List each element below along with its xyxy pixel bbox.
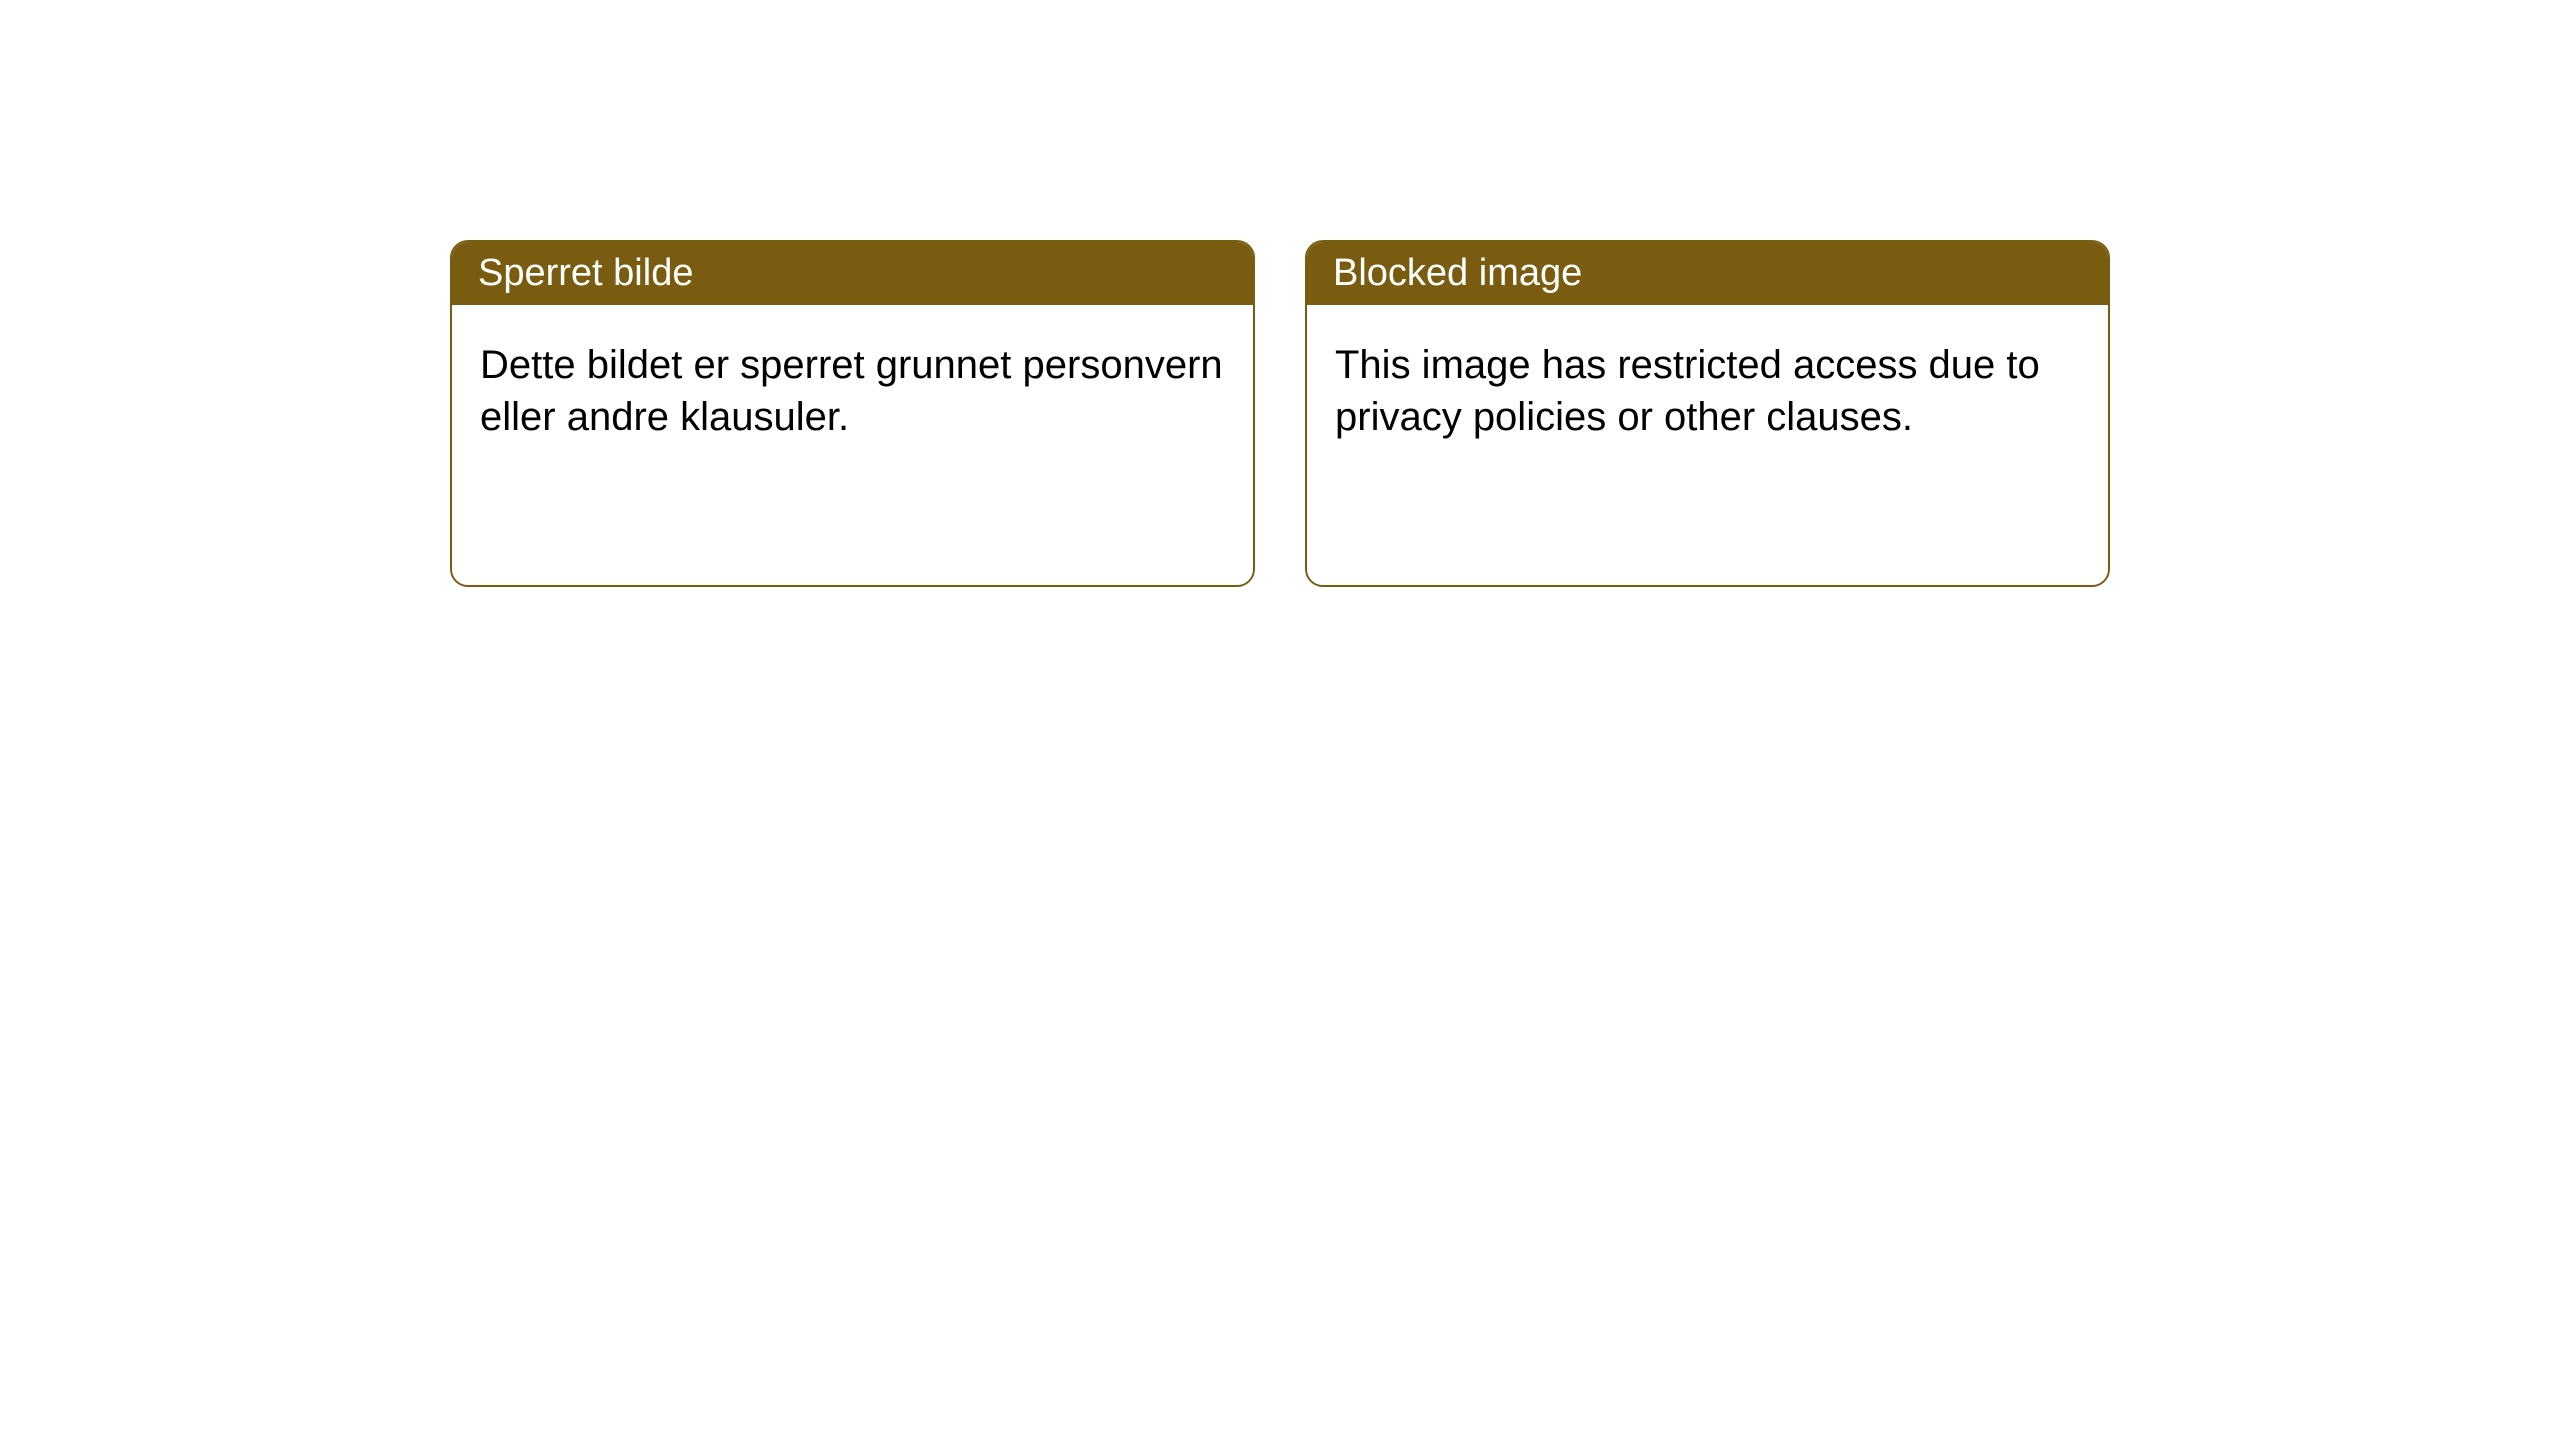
notice-card-english: Blocked image This image has restricted … (1305, 240, 2110, 587)
notice-card-norwegian: Sperret bilde Dette bildet er sperret gr… (450, 240, 1255, 587)
notice-card-title: Blocked image (1307, 242, 2108, 305)
notice-card-body: Dette bildet er sperret grunnet personve… (452, 305, 1253, 585)
notice-container: Sperret bilde Dette bildet er sperret gr… (0, 0, 2560, 587)
notice-card-title: Sperret bilde (452, 242, 1253, 305)
notice-card-body: This image has restricted access due to … (1307, 305, 2108, 585)
